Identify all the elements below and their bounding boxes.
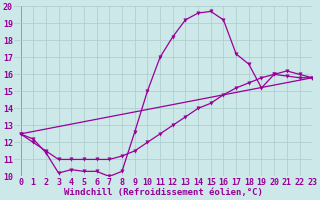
X-axis label: Windchill (Refroidissement éolien,°C): Windchill (Refroidissement éolien,°C)	[64, 188, 263, 197]
